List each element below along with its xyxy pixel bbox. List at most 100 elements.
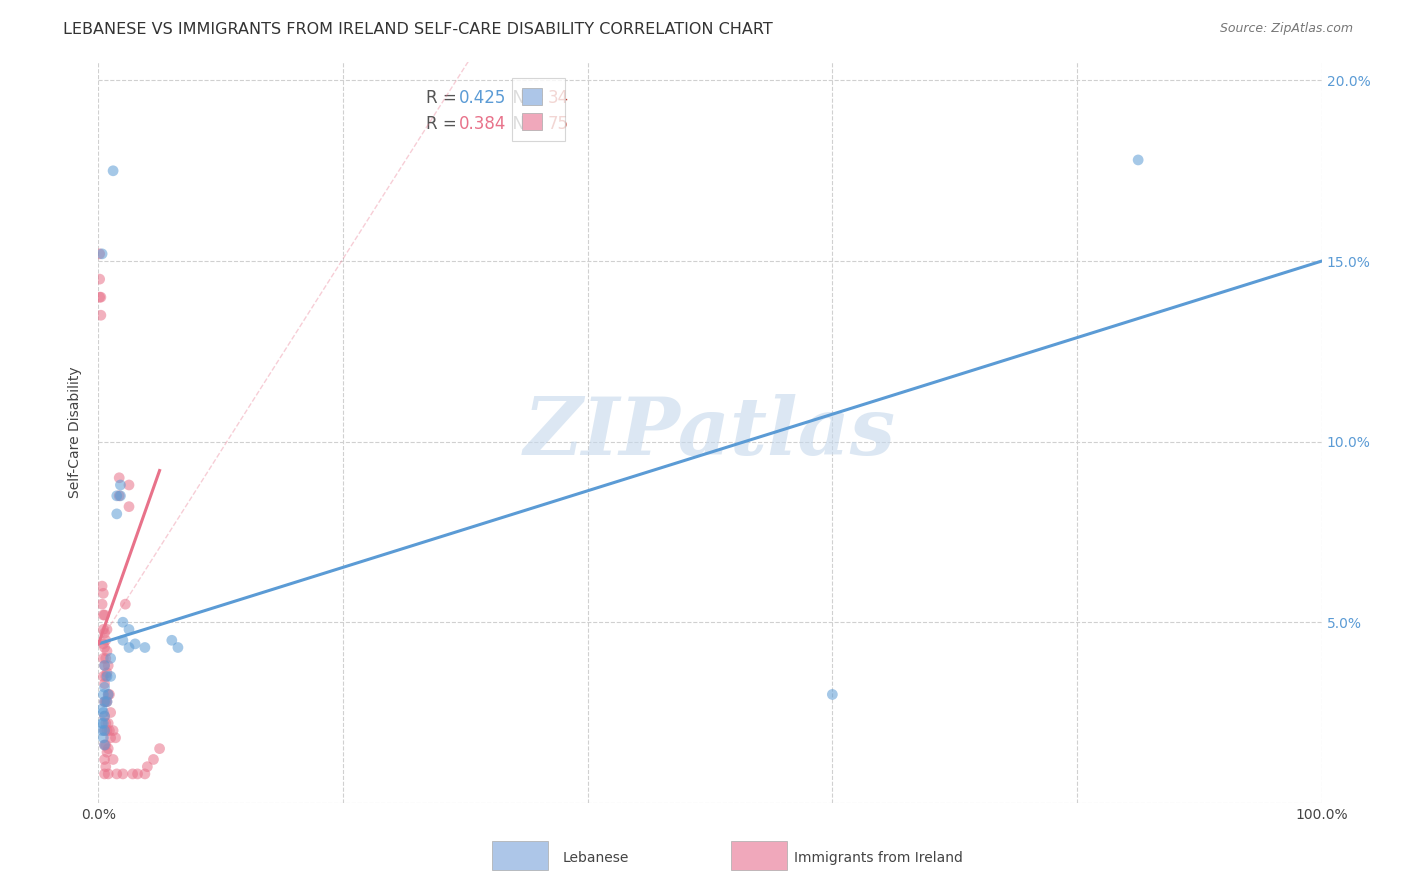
Point	[149, 741, 172, 756]
Point	[93, 767, 115, 781]
Point	[118, 500, 141, 514]
Point	[118, 623, 141, 637]
Point	[94, 651, 117, 665]
Point	[97, 658, 120, 673]
Point	[90, 290, 112, 304]
Point	[110, 489, 132, 503]
Point	[96, 623, 118, 637]
Point	[91, 723, 114, 738]
Point	[93, 607, 115, 622]
Point	[94, 633, 117, 648]
Point	[127, 767, 149, 781]
Text: 34: 34	[547, 89, 568, 107]
Point	[91, 651, 114, 665]
Point	[100, 706, 122, 720]
Point	[111, 615, 134, 630]
Text: N =: N =	[502, 89, 550, 107]
Point	[91, 702, 114, 716]
Point	[89, 247, 111, 261]
Text: 75: 75	[547, 115, 568, 133]
Point	[118, 640, 141, 655]
Point	[91, 706, 114, 720]
Point	[93, 658, 115, 673]
Point	[97, 741, 120, 756]
Point	[93, 695, 115, 709]
Point	[100, 651, 122, 665]
Point	[101, 723, 124, 738]
Point	[94, 716, 117, 731]
Point	[93, 680, 115, 694]
Point	[94, 695, 117, 709]
Point	[96, 723, 118, 738]
Point	[101, 163, 124, 178]
Point	[96, 695, 118, 709]
Point	[1128, 153, 1150, 167]
Point	[105, 507, 128, 521]
Point	[97, 688, 120, 702]
Point	[108, 471, 131, 485]
Point	[93, 640, 115, 655]
Point	[89, 290, 111, 304]
Text: R =: R =	[426, 115, 463, 133]
Legend: , : ,	[512, 78, 565, 141]
Point	[93, 738, 115, 752]
Point	[111, 633, 134, 648]
Text: Source: ZipAtlas.com: Source: ZipAtlas.com	[1219, 22, 1353, 36]
Point	[101, 752, 124, 766]
Point	[91, 579, 114, 593]
Point	[104, 731, 127, 745]
Point	[97, 716, 120, 731]
Point	[91, 716, 114, 731]
Point	[91, 597, 114, 611]
Point	[167, 640, 190, 655]
Point	[94, 738, 117, 752]
Point	[90, 308, 112, 322]
Point	[94, 760, 117, 774]
Point	[93, 626, 115, 640]
Text: ZIPatlas: ZIPatlas	[524, 394, 896, 471]
Point	[97, 767, 120, 781]
Point	[98, 688, 121, 702]
Point	[91, 716, 114, 731]
Point	[93, 676, 115, 690]
Point	[96, 665, 118, 680]
Point	[93, 723, 115, 738]
Point	[96, 695, 118, 709]
Point	[124, 637, 146, 651]
Point	[91, 669, 114, 683]
Point	[91, 688, 114, 702]
Point	[91, 731, 114, 745]
Text: 0.425: 0.425	[460, 89, 506, 107]
Point	[93, 709, 115, 723]
Text: R =: R =	[426, 89, 463, 107]
Text: Lebanese: Lebanese	[562, 851, 628, 865]
Point	[93, 709, 115, 723]
Point	[91, 637, 114, 651]
Point	[108, 489, 131, 503]
Text: 0.384: 0.384	[460, 115, 506, 133]
Point	[114, 597, 136, 611]
Point	[111, 767, 134, 781]
Point	[105, 767, 128, 781]
Point	[91, 607, 114, 622]
Y-axis label: Self-Care Disability: Self-Care Disability	[69, 367, 83, 499]
Point	[93, 738, 115, 752]
Point	[121, 767, 143, 781]
Point	[96, 669, 118, 683]
Point	[96, 644, 118, 658]
Point	[93, 723, 115, 738]
Point	[97, 688, 120, 702]
Point	[142, 752, 165, 766]
Point	[91, 586, 114, 600]
Point	[105, 489, 128, 503]
Point	[93, 658, 115, 673]
Point	[93, 752, 115, 766]
Point	[134, 640, 156, 655]
Point	[93, 695, 115, 709]
Point	[94, 669, 117, 683]
Point	[110, 478, 132, 492]
Point	[821, 688, 844, 702]
Text: N =: N =	[502, 115, 550, 133]
Point	[91, 247, 114, 261]
Point	[96, 745, 118, 759]
